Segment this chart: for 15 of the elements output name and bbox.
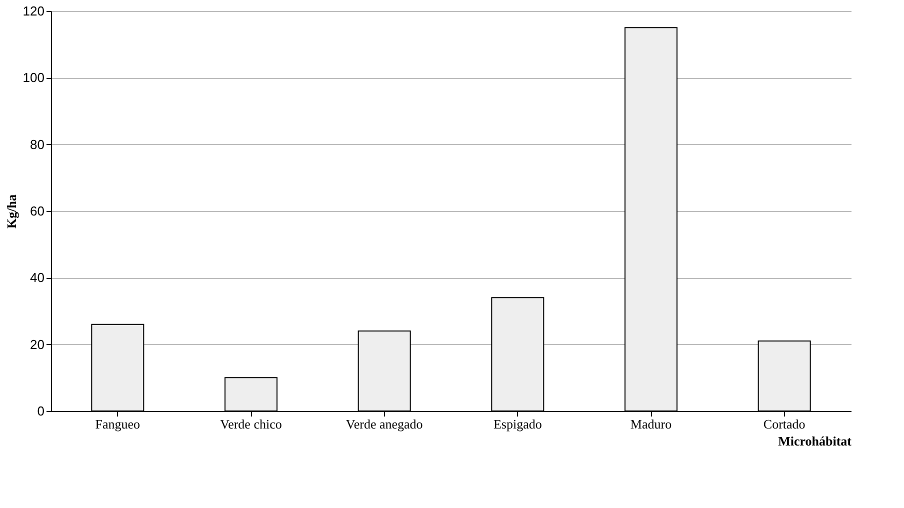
y-tick-label: 20 xyxy=(30,336,44,352)
x-tick-label: Maduro xyxy=(630,416,672,432)
x-tick-label: Verde anegado xyxy=(346,416,423,432)
x-tick-label: Fangueo xyxy=(95,416,140,432)
y-tick-label: 40 xyxy=(30,270,44,286)
y-tick-label: 80 xyxy=(30,136,44,152)
y-tick-label: 60 xyxy=(30,204,44,218)
y-tick-label: 0 xyxy=(37,404,44,418)
y-axis-title: Kg/ha xyxy=(4,194,19,228)
y-tick-label: 100 xyxy=(22,70,44,86)
x-tick-label: Cortado xyxy=(763,416,806,432)
x-tick-label: Espigado xyxy=(493,416,542,432)
x-tick-label: Verde chico xyxy=(220,416,282,432)
x-axis-title: Microhábitat xyxy=(778,434,852,448)
y-tick-label: 120 xyxy=(22,4,44,18)
